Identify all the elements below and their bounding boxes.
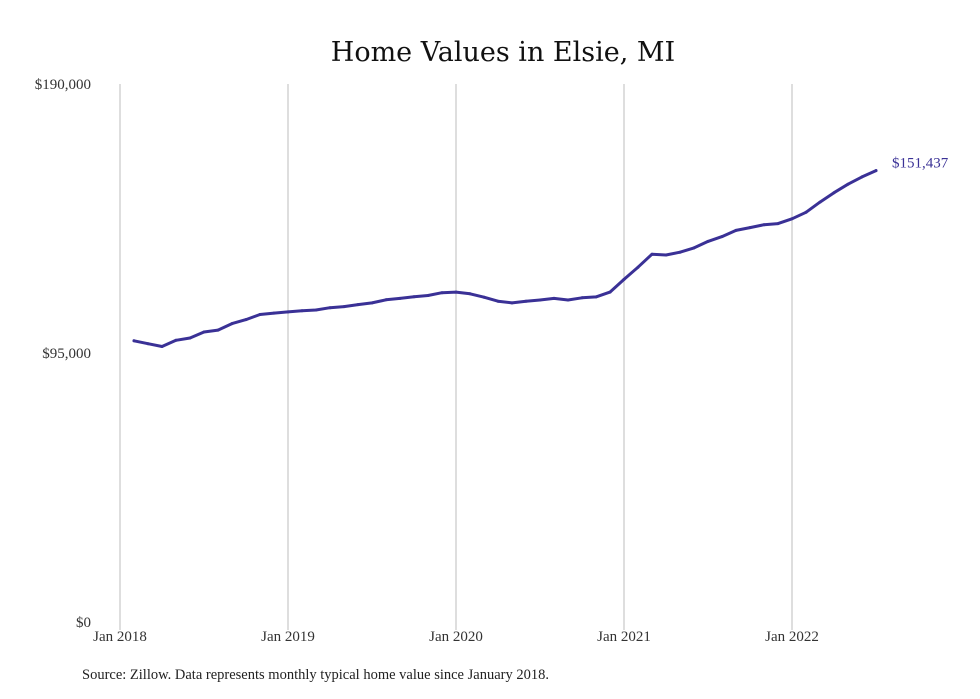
- data-point: [314, 308, 318, 312]
- data-point: [440, 291, 444, 295]
- data-point: [762, 223, 766, 227]
- data-point: [524, 299, 528, 303]
- data-point: [328, 306, 332, 310]
- data-point: [496, 299, 500, 303]
- data-point: [538, 298, 542, 302]
- data-point: [510, 301, 514, 305]
- data-point: [566, 298, 570, 302]
- data-point: [300, 309, 304, 313]
- data-point: [706, 239, 710, 243]
- data-point: [426, 294, 430, 297]
- data-point: [734, 228, 738, 232]
- data-point: [552, 296, 556, 300]
- data-point: [384, 298, 388, 302]
- data-point: [468, 292, 472, 296]
- data-point: [160, 345, 164, 348]
- data-point: [594, 295, 598, 299]
- data-point: [692, 246, 696, 250]
- series-layer: [132, 169, 878, 348]
- y-tick-label: $95,000: [42, 346, 91, 362]
- data-point: [258, 313, 262, 316]
- data-point: [356, 303, 360, 307]
- y-tick-label: $0: [76, 615, 91, 631]
- source-note: Source: Zillow. Data represents monthly …: [82, 667, 549, 683]
- line-chart: Home Values in Elsie, MI $0 $95,000 $190,0…: [35, 37, 949, 645]
- x-tick-label: Jan 2018: [93, 629, 147, 645]
- data-point: [664, 253, 668, 257]
- data-point: [678, 250, 682, 254]
- data-point: [832, 191, 836, 195]
- data-point: [776, 222, 780, 226]
- data-point: [846, 182, 850, 186]
- data-point: [230, 322, 234, 326]
- data-point: [636, 265, 640, 269]
- grid-lines: [119, 84, 793, 630]
- data-point: [188, 336, 192, 340]
- data-point: [580, 296, 584, 300]
- data-point: [860, 175, 864, 179]
- data-point: [454, 290, 458, 294]
- y-axis-ticks: $0 $95,000 $190,000: [35, 77, 91, 631]
- x-tick-label: Jan 2019: [261, 629, 315, 645]
- data-point: [748, 226, 752, 230]
- end-value-label: $151,437: [892, 156, 949, 172]
- data-point: [804, 210, 808, 214]
- data-point: [370, 301, 374, 305]
- data-point: [622, 277, 626, 281]
- data-point: [202, 330, 206, 334]
- data-point: [412, 295, 416, 299]
- x-tick-label: Jan 2021: [597, 629, 651, 645]
- x-tick-label: Jan 2020: [429, 629, 483, 645]
- x-axis-ticks: Jan 2018 Jan 2019 Jan 2020 Jan 2021 Jan 2022: [93, 629, 819, 645]
- data-point: [244, 318, 248, 322]
- data-point: [790, 217, 794, 221]
- data-point: [874, 169, 878, 173]
- data-point: [720, 235, 724, 239]
- data-point: [272, 311, 276, 315]
- data-point: [174, 338, 178, 342]
- series-line-0: [132, 169, 878, 348]
- chart-title: Home Values in Elsie, MI: [331, 37, 675, 68]
- data-point: [146, 342, 150, 346]
- data-point: [216, 328, 220, 332]
- data-point: [818, 200, 822, 204]
- data-point: [286, 310, 290, 314]
- data-point: [398, 296, 402, 300]
- y-tick-label: $190,000: [35, 77, 91, 93]
- data-point: [482, 295, 486, 299]
- data-point: [132, 339, 136, 343]
- data-point: [650, 252, 654, 256]
- x-tick-label: Jan 2022: [765, 629, 819, 645]
- data-point: [608, 290, 612, 294]
- data-point: [342, 305, 346, 309]
